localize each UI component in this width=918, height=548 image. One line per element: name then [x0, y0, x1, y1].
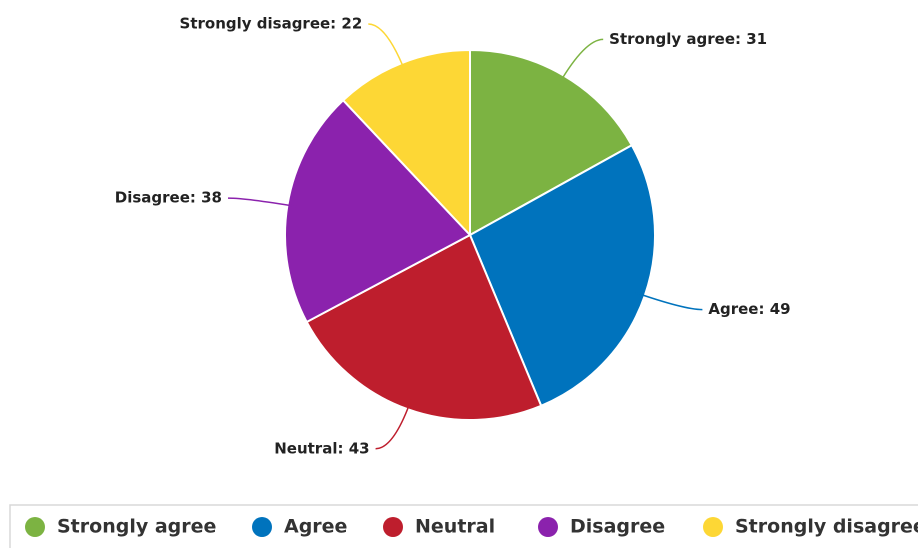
legend-marker[interactable] — [25, 517, 45, 537]
leader-line — [368, 23, 407, 73]
leader-line — [228, 197, 298, 208]
leader-line — [558, 38, 604, 85]
legend-label[interactable]: Agree — [284, 516, 347, 538]
data-label: Neutral: 43 — [274, 439, 369, 457]
legend-box — [9, 504, 918, 548]
data-label: Disagree: 38 — [115, 189, 222, 207]
data-label: Agree: 49 — [708, 300, 790, 318]
legend-marker[interactable] — [383, 517, 403, 537]
leader-line — [375, 399, 412, 450]
legend-label[interactable]: Disagree — [570, 516, 665, 538]
legend-label[interactable]: Strongly disagree — [735, 516, 918, 538]
legend-marker[interactable] — [703, 517, 723, 537]
legend-label[interactable]: Strongly agree — [57, 516, 216, 538]
legend-marker[interactable] — [252, 517, 272, 537]
leader-line — [635, 291, 703, 311]
data-label: Strongly agree: 31 — [609, 30, 767, 48]
data-label: Strongly disagree: 22 — [180, 14, 363, 32]
legend-marker[interactable] — [538, 517, 558, 537]
legend-label[interactable]: Neutral — [415, 516, 495, 538]
